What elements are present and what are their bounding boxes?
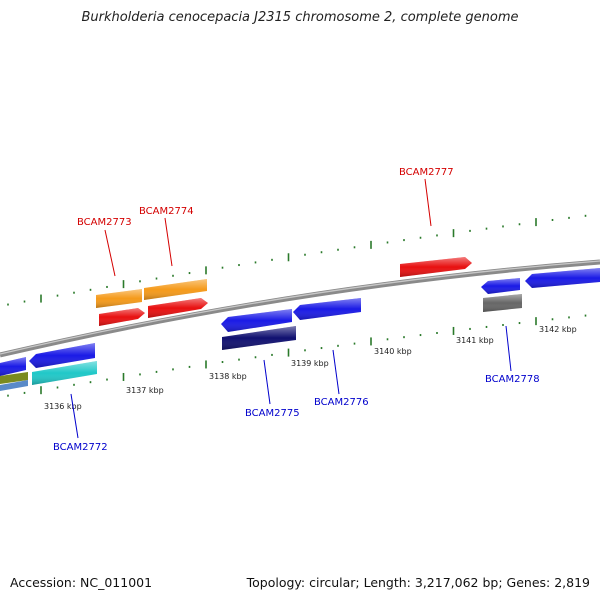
chromosome-backbone — [0, 259, 600, 358]
tick-label: 3141 kbp — [456, 336, 494, 345]
upper-tick-track — [7, 214, 587, 306]
gene-label-bcam2778[interactable]: BCAM2778 — [485, 374, 540, 385]
gene-olive[interactable] — [0, 372, 28, 384]
gene-label-bcam2775[interactable]: BCAM2775 — [245, 408, 300, 419]
reverse-genes — [0, 268, 600, 391]
tick-labels: 3136 kbp 3137 kbp 3138 kbp 3139 kbp 3140… — [44, 325, 577, 411]
gene-label-bcam2772[interactable]: BCAM2772 — [53, 442, 108, 453]
tick-label: 3140 kbp — [374, 347, 412, 356]
forward-genes — [96, 257, 472, 326]
genome-summary-text: Topology: circular; Length: 3,217,062 bp… — [246, 575, 590, 590]
gene-label-bcam2774[interactable]: BCAM2774 — [139, 206, 194, 217]
tick-label: 3137 kbp — [126, 386, 164, 395]
map-title: Burkholderia cenocepacia J2315 chromosom… — [81, 10, 519, 25]
lower-tick-track — [7, 314, 587, 397]
leader-lines — [70, 178, 512, 439]
tick-label: 3139 kbp — [291, 359, 329, 368]
accession-text: Accession: NC_011001 — [10, 575, 153, 590]
gene-label-bcam2773[interactable]: BCAM2773 — [77, 217, 132, 228]
gene-label-bcam2776[interactable]: BCAM2776 — [314, 397, 369, 408]
gene-label-bcam2777[interactable]: BCAM2777 — [399, 167, 454, 178]
tick-label: 3136 kbp — [44, 402, 82, 411]
gene-labels: BCAM2773 BCAM2774 BCAM2777 BCAM2772 BCAM… — [53, 167, 540, 453]
tick-label: 3138 kbp — [209, 372, 247, 381]
gene-steel[interactable] — [0, 380, 28, 391]
tick-label: 3142 kbp — [539, 325, 577, 334]
